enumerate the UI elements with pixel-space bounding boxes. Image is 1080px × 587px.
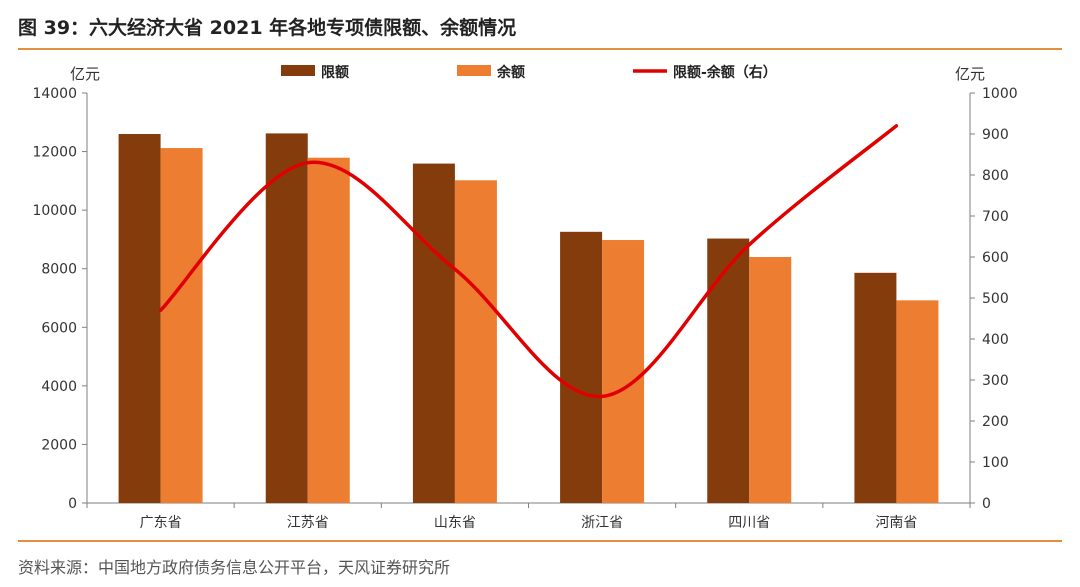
bar-限额	[560, 231, 603, 504]
bar-限额	[118, 134, 161, 503]
bar-余额	[454, 180, 497, 503]
right-tick-label: 800	[982, 168, 1009, 184]
right-tick-label: 200	[982, 414, 1009, 430]
legend-label: 余额	[496, 64, 525, 81]
left-tick-label: 10000	[32, 203, 77, 219]
legend-swatch	[457, 65, 491, 76]
chart-axes: 0 2000 4000 6000 8000 10000 12000 14000 0 100 200 3…	[32, 65, 1017, 531]
right-tick-label: 900	[982, 127, 1009, 143]
chart-title: 图 39：六大经济大省 2021 年各地专项债限额、余额情况	[18, 17, 517, 39]
right-tick-label: 1000	[982, 86, 1018, 102]
bar-余额	[602, 240, 645, 503]
right-tick-label: 300	[982, 373, 1009, 389]
legend-label: 限额-余额（右）	[673, 64, 777, 81]
line-限额-余额（右）	[158, 124, 899, 399]
legend-label: 限额	[321, 64, 349, 81]
bar-限额	[707, 238, 750, 504]
chart-line	[158, 124, 899, 399]
x-tick-label: 江苏省	[287, 515, 329, 531]
left-tick-label: 0	[68, 496, 77, 512]
right-tick-label: 500	[982, 291, 1009, 307]
right-tick-label: 700	[982, 209, 1009, 225]
left-tick-label: 12000	[32, 145, 77, 161]
left-tick-label: 8000	[41, 262, 77, 278]
left-tick-label: 2000	[41, 437, 77, 453]
right-axis-unit: 亿元	[955, 65, 985, 83]
bar-余额	[896, 300, 939, 503]
x-tick-label: 浙江省	[581, 515, 623, 531]
bar-限额	[412, 163, 455, 504]
chart-header: 图 39：六大经济大省 2021 年各地专项债限额、余额情况	[18, 14, 1062, 50]
bar-余额	[749, 257, 792, 503]
bar-余额	[307, 157, 350, 503]
legend-swatch	[281, 65, 315, 76]
chart-legend: 限额 余额 限额-余额（右）	[281, 64, 777, 81]
source-note: 资料来源：中国地方政府债务信息公开平台，天风证券研究所	[18, 540, 1062, 578]
right-tick-label: 0	[982, 496, 991, 512]
right-tick-label: 600	[982, 250, 1009, 266]
left-tick-label: 14000	[32, 86, 77, 102]
right-tick-label: 400	[982, 332, 1009, 348]
x-tick-label: 河南省	[875, 515, 917, 531]
bar-限额	[265, 133, 308, 503]
left-tick-label: 6000	[41, 320, 77, 336]
x-tick-label: 山东省	[434, 515, 476, 531]
bar-余额	[160, 148, 203, 504]
chart: 0 2000 4000 6000 8000 10000 12000 14000 0 100 200 3…	[32, 64, 1017, 531]
x-tick-label: 广东省	[140, 515, 182, 531]
right-tick-label: 100	[982, 455, 1009, 471]
x-tick-label: 四川省	[728, 515, 770, 531]
left-tick-label: 4000	[41, 379, 77, 395]
left-axis-unit: 亿元	[70, 65, 100, 83]
bar-限额	[854, 272, 897, 503]
